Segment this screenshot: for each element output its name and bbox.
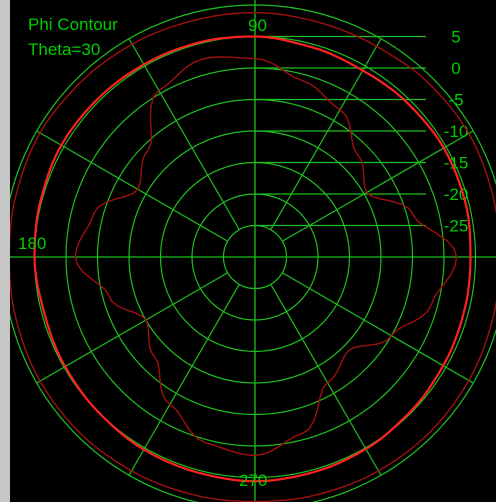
series-line-secondary bbox=[10, 11, 496, 502]
radial-tick-label: 0 bbox=[451, 59, 460, 78]
grid-spoke bbox=[128, 38, 240, 231]
radial-tick-label: 5 bbox=[451, 28, 460, 47]
angle-label-270: 270 bbox=[239, 471, 267, 490]
chart-title: Phi Contour bbox=[28, 15, 118, 34]
angle-label-180: 180 bbox=[18, 234, 46, 253]
grid-spoke bbox=[36, 272, 229, 384]
grid-spoke bbox=[36, 130, 229, 242]
radial-tick-label: -5 bbox=[448, 91, 463, 110]
grid-spoke bbox=[270, 283, 382, 476]
radial-tick-scale: 50-5-10-15-20-25 bbox=[255, 28, 468, 236]
polar-plot-area: 5 0 -5 -10 -15 -20 -25 Phi Contour Theta=30 90… bbox=[10, 0, 496, 502]
grid-spoke bbox=[281, 130, 474, 242]
grid-spoke bbox=[281, 272, 474, 384]
grid-spoke bbox=[128, 283, 240, 476]
polar-grid bbox=[10, 0, 496, 502]
polar-chart: 50-5-10-15-20-25 Phi Contour Theta=30 90… bbox=[10, 0, 496, 502]
chart-subtitle: Theta=30 bbox=[28, 40, 100, 59]
radial-tick-label: -25 bbox=[444, 217, 469, 236]
series-line-main bbox=[33, 35, 472, 483]
angle-label-90: 90 bbox=[248, 16, 267, 35]
series-line-secondary bbox=[74, 56, 458, 457]
series-layer bbox=[10, 11, 496, 502]
radial-tick-label: -10 bbox=[444, 122, 469, 141]
